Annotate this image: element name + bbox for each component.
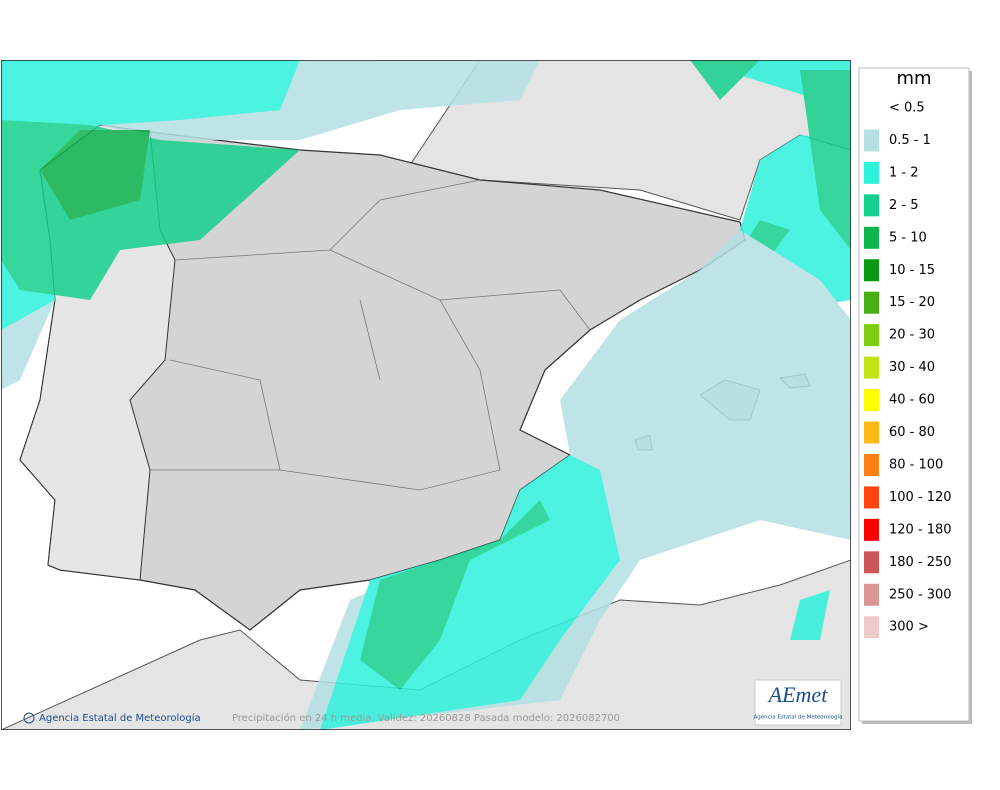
- legend-label: 20 - 30: [889, 328, 935, 343]
- legend-swatch: [864, 616, 879, 639]
- legend-swatch: [864, 259, 879, 282]
- legend-label: < 0.5: [889, 101, 925, 116]
- legend-label: 10 - 15: [889, 263, 935, 278]
- logo-name: AEmet: [767, 682, 829, 707]
- legend-swatch: [864, 453, 879, 476]
- legend-items: < 0.5 0.5 - 1 1 - 2 2 - 5 5 - 10 10 - 15 15 - …: [864, 101, 952, 639]
- legend-swatch: [864, 129, 879, 152]
- map: [1, 60, 851, 730]
- legend-swatch: [864, 324, 879, 347]
- precipitation: [1, 60, 851, 730]
- legend-label: 120 - 180: [889, 522, 952, 537]
- legend-label: 5 - 10: [889, 230, 927, 245]
- credit: Agencia Estatal de Meteorología: [39, 712, 201, 724]
- legend-label: 1 - 2: [889, 165, 919, 180]
- logo-subtitle: Agencia Estatal de Meteorología: [754, 714, 843, 721]
- legend-swatch: [864, 583, 879, 606]
- legend-label: 15 - 20: [889, 295, 935, 310]
- legend-swatch: [864, 551, 879, 574]
- legend-label: 2 - 5: [889, 198, 919, 213]
- legend-swatch: [864, 389, 879, 412]
- legend-swatch: [864, 194, 879, 217]
- legend-label: 0.5 - 1: [889, 133, 931, 148]
- legend-swatch: [864, 421, 879, 444]
- legend-label: 250 - 300: [889, 587, 952, 602]
- legend-label: 60 - 80: [889, 425, 935, 440]
- legend-swatch: [864, 291, 879, 314]
- regions: [150, 179, 591, 491]
- copyright-icon: [23, 712, 35, 724]
- footer: Precipitación en 24 h media. Validez: 20…: [232, 712, 620, 724]
- legend-label: 300 >: [889, 620, 929, 635]
- legend-swatch: [864, 226, 879, 249]
- legend-label: 30 - 40: [889, 360, 935, 375]
- legend-title: mm: [896, 68, 931, 89]
- legend-swatch: [864, 518, 879, 541]
- logo: [754, 679, 842, 726]
- legend-swatch: [864, 356, 879, 379]
- legend-swatch: [864, 486, 879, 509]
- legend-label: 80 - 100: [889, 457, 943, 472]
- legend-label: 40 - 60: [889, 393, 935, 408]
- legend-label: 100 - 120: [889, 490, 952, 505]
- legend-swatch: [864, 161, 879, 184]
- legend-label: 180 - 250: [889, 555, 952, 570]
